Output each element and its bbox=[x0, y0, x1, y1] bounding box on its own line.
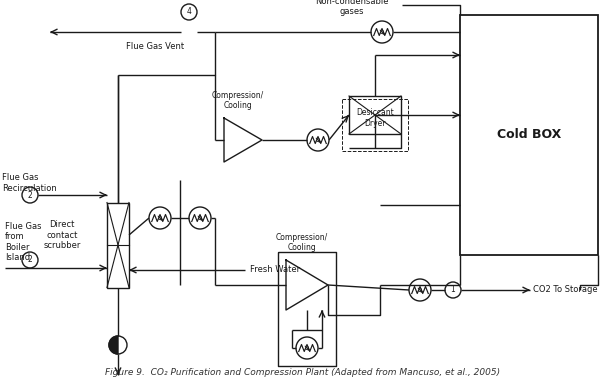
Text: Desiccant
Dryer: Desiccant Dryer bbox=[356, 108, 394, 128]
Text: 2: 2 bbox=[28, 191, 32, 199]
Text: 4: 4 bbox=[187, 7, 191, 17]
Polygon shape bbox=[109, 336, 118, 354]
Text: Compression/
Cooling: Compression/ Cooling bbox=[212, 90, 264, 110]
Text: Non-condensable
gases: Non-condensable gases bbox=[315, 0, 389, 16]
Text: 2: 2 bbox=[28, 256, 32, 264]
Text: Direct
contact
scrubber: Direct contact scrubber bbox=[43, 220, 81, 250]
Text: CO2 To Storage: CO2 To Storage bbox=[533, 286, 598, 295]
Bar bbox=[460, 15, 598, 255]
Bar bbox=[349, 96, 401, 134]
Text: Flue Gas Vent: Flue Gas Vent bbox=[126, 42, 184, 51]
Text: 1: 1 bbox=[451, 286, 455, 295]
Text: Flue Gas
Recirculation: Flue Gas Recirculation bbox=[2, 173, 57, 193]
Bar bbox=[107, 203, 129, 288]
Text: Compression/
Cooling: Compression/ Cooling bbox=[276, 233, 328, 252]
Text: Cold BOX: Cold BOX bbox=[497, 129, 561, 142]
Text: Figure 9.  CO₂ Purification and Compression Plant (Adapted from Mancuso, et al.,: Figure 9. CO₂ Purification and Compressi… bbox=[105, 368, 501, 377]
Text: Fresh Water: Fresh Water bbox=[250, 266, 300, 275]
Bar bbox=[342, 99, 408, 151]
Text: Flue Gas
from
Boiler
Island: Flue Gas from Boiler Island bbox=[5, 222, 41, 262]
